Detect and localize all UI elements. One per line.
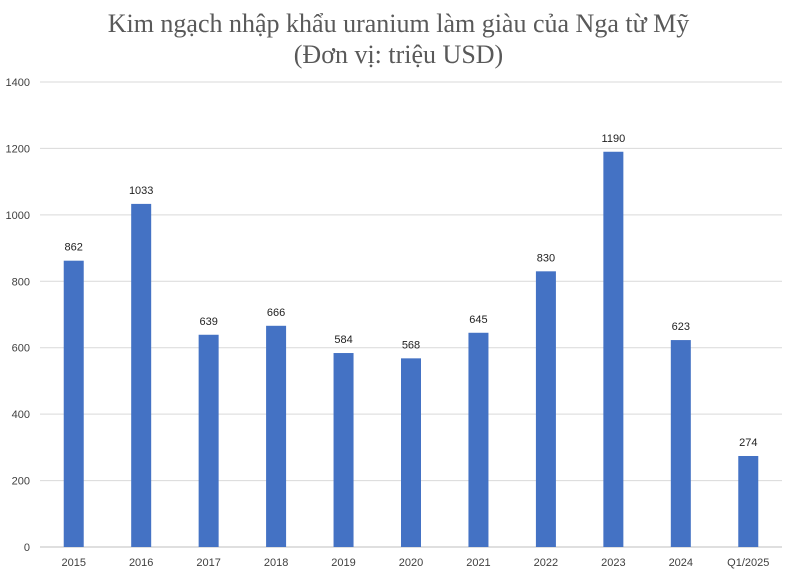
chart-subtitle: (Đơn vị: triệu USD) — [293, 40, 504, 69]
y-tick-label: 1200 — [6, 143, 30, 155]
data-label: 645 — [469, 314, 487, 326]
bar — [738, 455, 759, 547]
x-tick-label: 2023 — [601, 557, 625, 569]
x-tick-label: 2021 — [466, 557, 490, 569]
y-tick-label: 1400 — [6, 77, 30, 89]
data-label: 568 — [402, 339, 420, 351]
x-tick-label: 2015 — [61, 557, 85, 569]
y-tick-label: 600 — [12, 343, 30, 355]
data-label: 584 — [334, 334, 352, 346]
data-label: 666 — [267, 307, 285, 319]
bar — [266, 325, 287, 547]
bar — [670, 340, 691, 547]
x-tick-label: 2017 — [196, 557, 220, 569]
y-tick-label: 200 — [12, 476, 30, 488]
bar — [468, 332, 489, 547]
x-tick-label: Q1/2025 — [727, 557, 769, 569]
y-tick-label: 800 — [12, 276, 30, 288]
bar — [401, 358, 421, 547]
chart-title-block: Kim ngạch nhập khẩu uranium làm giàu của… — [0, 8, 797, 70]
data-label: 639 — [199, 316, 217, 328]
x-tick-label: 2019 — [331, 557, 355, 569]
bar — [63, 260, 84, 547]
bar — [333, 353, 354, 547]
x-tick-label: 2018 — [264, 557, 288, 569]
x-tick-label: 2020 — [399, 557, 423, 569]
data-label: 274 — [739, 437, 757, 449]
data-label: 1033 — [129, 185, 153, 197]
x-tick-label: 2016 — [129, 557, 153, 569]
y-tick-label: 400 — [12, 409, 30, 421]
data-label: 1190 — [602, 133, 626, 145]
bar — [535, 271, 556, 547]
data-label: 862 — [65, 242, 83, 254]
bar — [603, 151, 624, 547]
chart-title: Kim ngạch nhập khẩu uranium làm giàu của… — [107, 9, 690, 38]
bar — [131, 203, 152, 547]
x-tick-label: 2022 — [534, 557, 558, 569]
y-tick-label: 1000 — [6, 210, 30, 222]
x-tick-label: 2024 — [669, 557, 693, 569]
y-tick-label: 0 — [24, 542, 30, 554]
bar — [198, 334, 219, 547]
data-label: 830 — [537, 252, 555, 264]
data-label: 623 — [672, 321, 690, 333]
